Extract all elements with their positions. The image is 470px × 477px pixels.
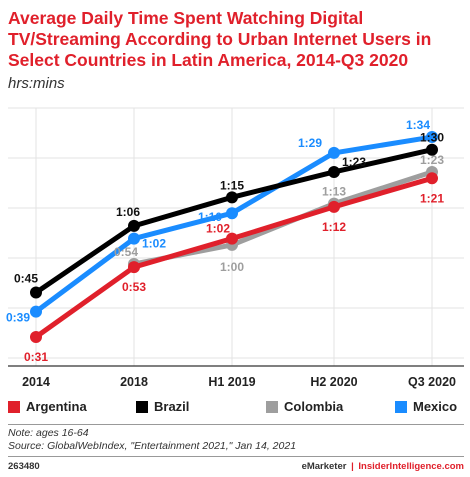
brand-separator: |	[351, 461, 354, 472]
data-point-mexico	[328, 146, 340, 159]
data-label-argentina: 1:12	[322, 220, 346, 234]
data-label-mexico: 1:29	[298, 136, 322, 150]
data-point-brazil	[328, 165, 340, 178]
legend-swatch-argentina	[8, 400, 20, 413]
x-tick-label: H2 2020	[310, 375, 357, 389]
legend: Argentina Brazil Colombia Mexico	[8, 399, 464, 417]
x-tick-label: 2018	[120, 375, 148, 389]
data-point-argentina	[128, 261, 140, 274]
data-label-argentina: 1:02	[206, 222, 230, 236]
chart-title: Average Daily Time Spent Watching Digita…	[8, 8, 432, 70]
x-tick-label: 2014	[22, 375, 50, 389]
data-label-brazil: 0:45	[14, 272, 38, 286]
legend-label-brazil: Brazil	[154, 399, 190, 414]
legend-label-mexico: Mexico	[413, 399, 458, 414]
data-point-brazil	[426, 143, 438, 156]
data-label-colombia: 1:13	[322, 185, 346, 199]
legend-item-mexico: Mexico	[395, 399, 457, 414]
legend-label-colombia: Colombia	[284, 399, 344, 414]
chart-subtitle: hrs:mins	[8, 75, 65, 92]
data-label-argentina: 0:53	[122, 280, 146, 294]
data-label-argentina: 1:21	[420, 191, 444, 205]
data-label-brazil: 1:23	[342, 155, 366, 169]
chart-id: 263480	[8, 461, 40, 472]
data-point-mexico	[426, 131, 438, 144]
data-point-brazil	[128, 219, 140, 232]
brand-emarketer: eMarketer	[301, 461, 347, 472]
data-point-mexico	[128, 232, 140, 245]
legend-label-argentina: Argentina	[26, 399, 87, 414]
data-point-argentina	[30, 330, 42, 343]
data-point-argentina	[426, 172, 438, 185]
legend-item-colombia: Colombia	[266, 399, 343, 414]
data-label-mexico: 1:10	[198, 210, 222, 224]
legend-swatch-mexico	[395, 400, 407, 413]
x-tick-label: H1 2019	[208, 375, 255, 389]
legend-swatch-brazil	[136, 400, 148, 413]
legend-item-argentina: Argentina	[8, 399, 87, 414]
source-text: Source: GlobalWebIndex, "Entertainment 2…	[8, 440, 297, 452]
data-point-brazil	[30, 286, 42, 299]
data-point-argentina	[226, 232, 238, 245]
data-point-mexico	[30, 305, 42, 318]
footer-divider	[8, 424, 464, 425]
brand-insider-intelligence[interactable]: InsiderIntelligence.com	[358, 461, 464, 472]
data-point-argentina	[328, 200, 340, 213]
note-text: Note: ages 16-64	[8, 427, 89, 439]
data-label-colombia: 1:00	[220, 260, 244, 274]
data-label-mexico: 1:34	[406, 118, 430, 132]
brand-credit: eMarketer | InsiderIntelligence.com	[302, 461, 464, 472]
bottom-divider	[8, 456, 464, 457]
data-label-brazil: 1:30	[420, 131, 444, 145]
data-label-argentina: 0:31	[24, 350, 48, 364]
data-label-brazil: 1:06	[116, 205, 140, 219]
data-label-colombia: 1:23	[420, 153, 444, 167]
data-point-brazil	[226, 191, 238, 204]
data-label-mexico: 1:02	[142, 237, 166, 251]
data-label-colombia: 0:54	[114, 245, 138, 259]
x-tick-label: Q3 2020	[408, 375, 456, 389]
data-point-mexico	[226, 207, 238, 220]
line-chart: 2014 2018 H1 2019 H2 2020 Q3 2020 0:31 0:53 1:0…	[6, 107, 464, 389]
data-label-brazil: 1:15	[220, 178, 244, 192]
data-label-mexico: 0:39	[6, 311, 30, 325]
legend-item-brazil: Brazil	[136, 399, 189, 414]
footnote: Note: ages 16-64 Source: GlobalWebIndex,…	[8, 427, 296, 453]
legend-swatch-colombia	[266, 400, 278, 413]
